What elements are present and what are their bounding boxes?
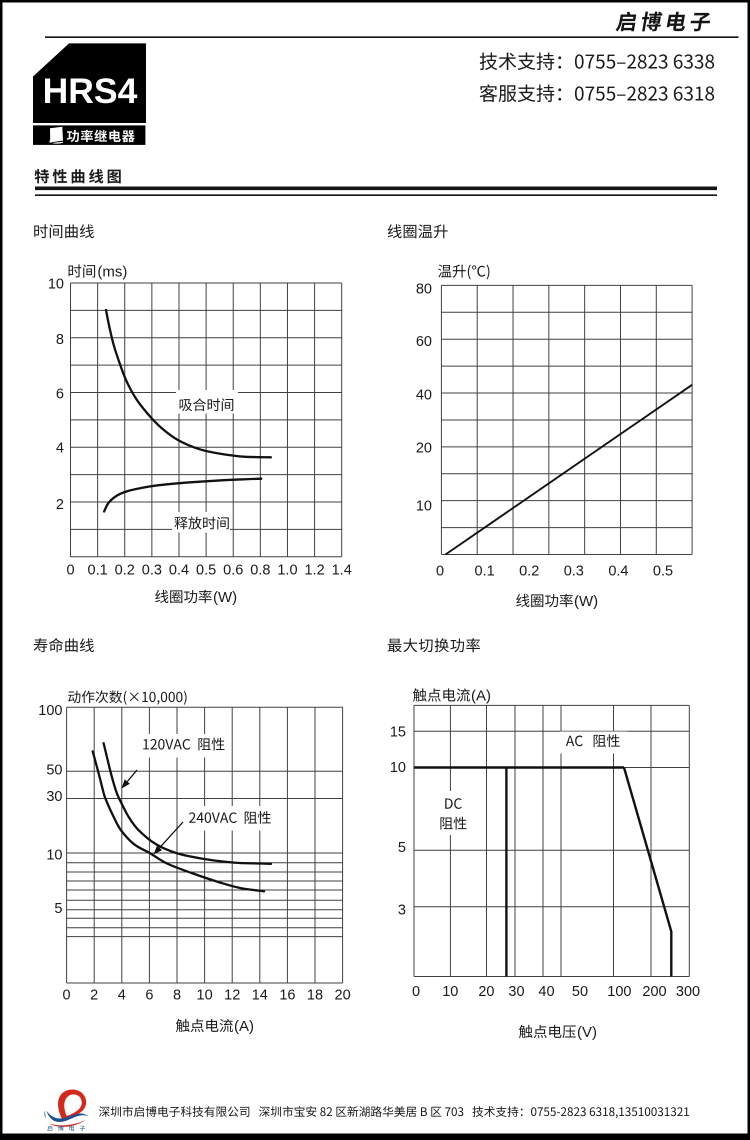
svg-text:0: 0	[412, 984, 420, 1000]
svg-text:8: 8	[56, 332, 64, 348]
svg-text:15: 15	[390, 725, 406, 741]
svg-text:(A): (A)	[471, 688, 491, 705]
svg-text:20: 20	[335, 988, 351, 1004]
svg-text:8: 8	[173, 988, 181, 1004]
svg-text:80: 80	[416, 282, 432, 298]
svg-text:0.5: 0.5	[653, 564, 673, 580]
svg-text:40: 40	[416, 387, 432, 403]
svg-text:1.2: 1.2	[304, 563, 324, 579]
svg-text:0.3: 0.3	[142, 563, 162, 579]
svg-text:2: 2	[56, 497, 64, 513]
svg-text:50: 50	[572, 984, 588, 1000]
svg-text:(A): (A)	[234, 1018, 254, 1035]
svg-text:50: 50	[46, 763, 62, 779]
svg-text:(ms): (ms)	[97, 264, 127, 281]
svg-text:10: 10	[197, 988, 213, 1004]
svg-text:(W): (W)	[574, 593, 598, 610]
svg-text:1.0: 1.0	[277, 563, 297, 579]
svg-text:2: 2	[90, 988, 98, 1004]
svg-text:0.1: 0.1	[475, 564, 495, 580]
svg-text:16: 16	[279, 988, 295, 1004]
svg-text:14: 14	[252, 988, 268, 1004]
svg-text:6: 6	[145, 988, 153, 1004]
svg-text:0: 0	[66, 563, 74, 579]
svg-text:0: 0	[63, 988, 71, 1004]
svg-text:100: 100	[38, 703, 62, 719]
svg-text:(V): (V)	[577, 1024, 597, 1041]
svg-text:10: 10	[390, 760, 406, 776]
svg-text:0.3: 0.3	[564, 564, 584, 580]
svg-text:5: 5	[54, 901, 62, 917]
svg-text:0: 0	[436, 564, 444, 580]
svg-text:0.1: 0.1	[88, 563, 108, 579]
svg-text:20: 20	[416, 440, 432, 456]
svg-text:0.6: 0.6	[223, 563, 243, 579]
svg-text:4: 4	[118, 988, 126, 1004]
svg-text:1.4: 1.4	[332, 563, 352, 579]
svg-text:200: 200	[642, 984, 666, 1000]
svg-text:30: 30	[46, 789, 62, 805]
svg-text:0.2: 0.2	[115, 563, 135, 579]
svg-text:18: 18	[307, 988, 323, 1004]
svg-text:10: 10	[416, 499, 432, 515]
svg-text:300: 300	[676, 984, 700, 1000]
svg-text:100: 100	[607, 984, 631, 1000]
svg-text:0.5: 0.5	[196, 563, 216, 579]
svg-text:30: 30	[508, 984, 524, 1000]
svg-text:20: 20	[478, 984, 494, 1000]
svg-text:6: 6	[56, 387, 64, 403]
svg-text:5: 5	[398, 840, 406, 856]
svg-text:0.4: 0.4	[608, 564, 628, 580]
svg-text:10: 10	[48, 277, 64, 293]
svg-text:10: 10	[442, 984, 458, 1000]
svg-text:0.4: 0.4	[169, 563, 189, 579]
svg-text:0.8: 0.8	[250, 563, 270, 579]
svg-text:0.2: 0.2	[519, 564, 539, 580]
svg-text:60: 60	[416, 334, 432, 350]
svg-text:HRS4: HRS4	[43, 71, 138, 111]
svg-text:10: 10	[46, 847, 62, 863]
svg-text:(W): (W)	[213, 589, 237, 606]
svg-text:3: 3	[398, 903, 406, 919]
svg-text:12: 12	[224, 988, 240, 1004]
svg-text:40: 40	[538, 984, 554, 1000]
svg-text:4: 4	[56, 441, 64, 457]
